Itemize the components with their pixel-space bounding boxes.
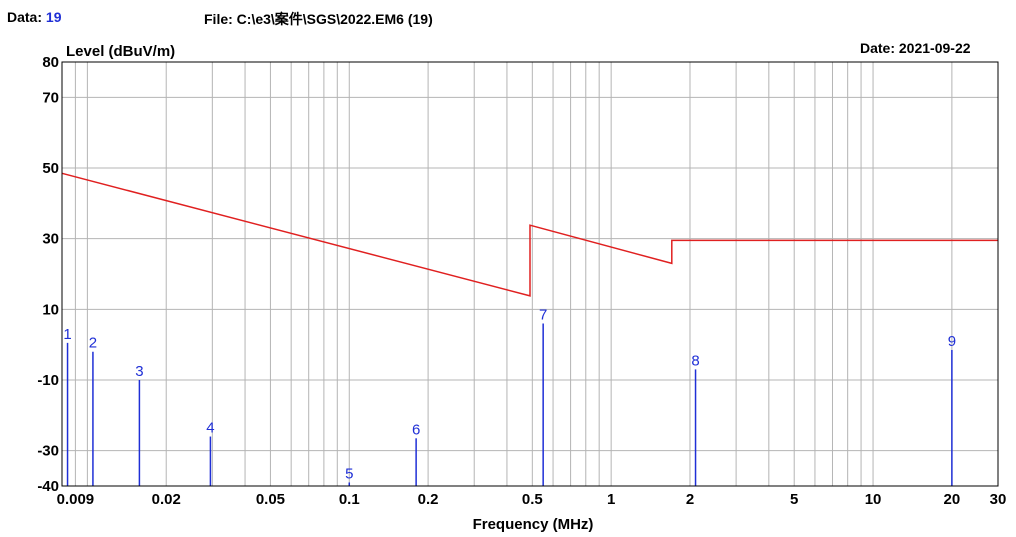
markers: 1 2 3 4 5 6 7 8 9 [63, 306, 956, 486]
x-tick-label: 0.02 [152, 491, 181, 508]
marker-label: 4 [206, 420, 214, 437]
y-tick-label: 30 [42, 231, 59, 248]
x-axis: 0.009 0.02 0.05 0.1 0.2 0.5 1 2 5 10 20 30 [57, 491, 1007, 508]
x-tick-label: 0.009 [57, 491, 95, 508]
marker-label: 8 [691, 352, 699, 369]
x-tick-label: 10 [865, 491, 882, 508]
x-axis-title: Frequency (MHz) [473, 516, 594, 533]
grid [62, 62, 998, 486]
x-tick-label: 0.2 [418, 491, 439, 508]
limit-line [61, 172, 998, 297]
data-value: 19 [45, 9, 62, 25]
marker-label: 7 [539, 306, 547, 323]
x-tick-label: 5 [790, 491, 798, 508]
marker-label: 2 [89, 335, 97, 352]
y-axis: 80 70 50 30 10 -10 -30 -40 [37, 54, 59, 495]
y-tick-label: -10 [37, 372, 59, 389]
x-tick-label: 0.1 [339, 491, 360, 508]
report-date: Date: 2021-09-22 [860, 40, 971, 56]
data-label: Data: [7, 9, 43, 25]
y-tick-label: -30 [37, 443, 59, 460]
marker-label: 9 [948, 333, 956, 350]
y-tick-label: 70 [42, 89, 59, 106]
x-tick-label: 0.5 [522, 491, 543, 508]
marker-label: 3 [135, 363, 143, 380]
y-tick-label: 50 [42, 160, 59, 177]
x-tick-label: 2 [686, 491, 694, 508]
y-tick-label: 80 [42, 54, 59, 71]
y-tick-label: -40 [37, 478, 59, 495]
x-tick-label: 0.05 [256, 491, 285, 508]
x-tick-label: 20 [944, 491, 961, 508]
plot-frame [61, 61, 999, 487]
x-tick-label: 30 [990, 491, 1007, 508]
marker-label: 6 [412, 421, 420, 438]
y-axis-title: Level (dBuV/m) [66, 43, 175, 60]
y-tick-label: 10 [42, 301, 59, 318]
data-number: Data: 19 [7, 9, 61, 25]
limit-series [61, 172, 998, 297]
file-path: File: C:\e3\案件\SGS\2022.EM6 (19) [204, 11, 433, 27]
x-tick-label: 1 [607, 491, 615, 508]
marker-label: 5 [345, 465, 353, 482]
marker-label: 1 [63, 326, 71, 343]
